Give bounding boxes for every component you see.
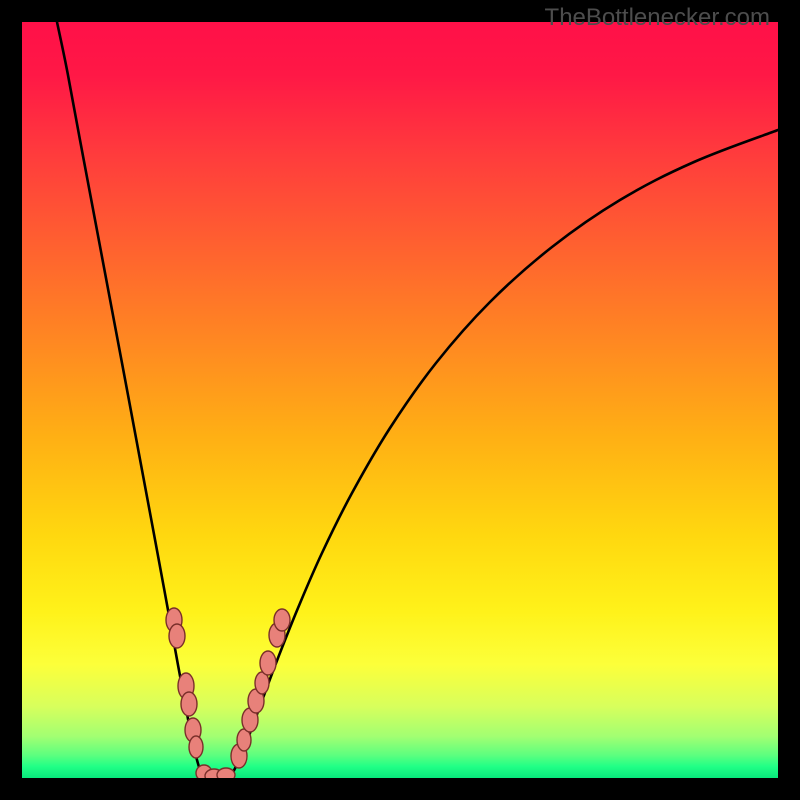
data-marker [181, 692, 197, 716]
chart-frame: TheBottlenecker.com [0, 0, 800, 800]
data-marker [189, 736, 203, 758]
watermark-text: TheBottlenecker.com [545, 4, 770, 32]
data-marker [274, 609, 290, 631]
data-marker [260, 651, 276, 675]
gradient-background [22, 22, 778, 778]
data-marker [169, 624, 185, 648]
bottleneck-chart [0, 0, 800, 800]
